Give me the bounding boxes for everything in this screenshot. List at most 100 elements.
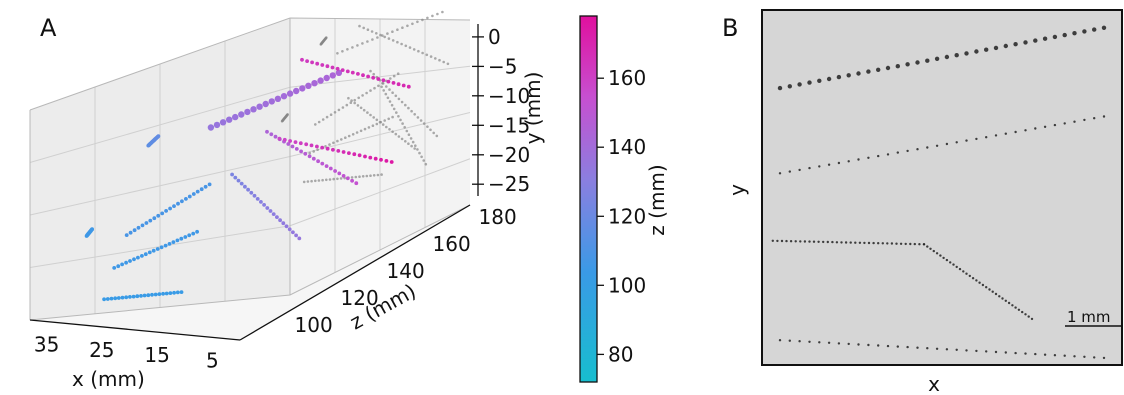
panel-b-track-point: [857, 343, 860, 346]
panel-b-track-point: [1093, 117, 1096, 120]
panel-b-track-point: [918, 243, 921, 246]
projection-point: [371, 38, 374, 41]
x-tick-label: 15: [144, 343, 169, 367]
projection-point: [399, 118, 402, 122]
track-point: [164, 209, 169, 213]
track-point: [161, 291, 166, 296]
track-point: [345, 69, 350, 74]
projection-point: [340, 138, 343, 141]
track-point: [376, 77, 381, 81]
track-point: [132, 228, 137, 233]
colorbar-tick-label: 100: [608, 273, 646, 297]
track-point: [175, 238, 180, 243]
track-point: [120, 295, 125, 300]
panel-b-track-point: [1043, 125, 1047, 128]
panel-b-track-point: [1014, 351, 1017, 355]
projection-point: [317, 179, 321, 182]
projection-point: [416, 116, 420, 119]
projection-point: [344, 136, 347, 139]
projection-point: [407, 142, 410, 145]
panel-b-track-point: [798, 340, 801, 343]
track-point: [105, 297, 110, 301]
panel-b-track-point: [1004, 132, 1007, 135]
track-point: [315, 144, 319, 149]
panel-b-track-point: [945, 258, 949, 262]
panel-b-track-point: [1052, 34, 1058, 40]
panel-b-track-point: [867, 343, 870, 347]
panel-b-track-point: [904, 242, 907, 246]
panel-b-track-point: [881, 242, 884, 245]
track-point: [90, 227, 94, 232]
track-point: [113, 296, 118, 301]
track-point: [277, 136, 282, 141]
track-point: [269, 132, 274, 137]
track-point: [305, 59, 309, 63]
projection-point: [408, 46, 412, 49]
panel-b-track-point: [1043, 353, 1047, 356]
panel-b-track-point: [1034, 127, 1037, 130]
panel-b-track-point: [872, 241, 875, 245]
panel-b-track-point: [971, 277, 975, 280]
track-point: [156, 213, 161, 218]
track-point: [146, 293, 151, 298]
track-point: [391, 81, 396, 85]
projection-point: [441, 10, 444, 14]
track-point: [167, 242, 172, 246]
track-point: [373, 156, 378, 161]
panel-b-track-point: [854, 241, 857, 244]
projection-point: [325, 36, 328, 39]
panel-b-tracks: [771, 25, 1107, 360]
projection-point: [418, 151, 421, 155]
panel-b-frame: [761, 9, 1123, 366]
panel-b-track-point: [1004, 351, 1007, 354]
projection-point: [353, 98, 357, 102]
panel-b-track-point: [1024, 129, 1027, 132]
panel-b-track-point: [935, 252, 939, 255]
projection-point: [411, 140, 415, 144]
panel-b-track-point: [817, 240, 820, 243]
track-point: [328, 166, 333, 171]
track-point: [350, 70, 355, 75]
projection-point: [397, 115, 400, 118]
panel-b-track-point: [1063, 354, 1066, 357]
panel-b-track-point: [1082, 29, 1087, 34]
y-axis-label: y (mm): [521, 72, 545, 145]
track-point: [311, 156, 316, 161]
panel-b-track-point: [939, 254, 942, 257]
projection-point: [434, 57, 437, 60]
panel-b-track-point: [858, 241, 862, 244]
panel-b-track-point: [788, 170, 791, 173]
projection-point: [397, 135, 401, 138]
projection-point: [371, 124, 375, 127]
projection-point: [401, 26, 404, 30]
panel-b-track-point: [776, 239, 779, 243]
panel-b-track-point: [962, 270, 965, 273]
projection-point: [436, 12, 439, 16]
track-point: [219, 119, 227, 126]
track-point: [316, 159, 320, 164]
z-tick-label: 140: [387, 259, 425, 283]
projection-point: [358, 24, 361, 28]
projection-point: [413, 147, 417, 150]
track-point: [320, 161, 325, 166]
projection-point: [361, 94, 364, 97]
pane-floor: [30, 205, 470, 340]
track-point: [337, 171, 342, 176]
x-tick-label: 25: [89, 338, 114, 362]
panel-b-track-point: [981, 283, 985, 287]
panel-b-track-point: [1073, 355, 1076, 358]
projection-point: [420, 155, 423, 159]
z-axis-line: [239, 204, 471, 341]
panel-b-track-point: [955, 265, 958, 269]
panel-b-track-point: [803, 240, 807, 243]
colorbar-tick-label: 80: [608, 342, 633, 366]
projection-point: [380, 173, 383, 176]
projection-point: [369, 174, 372, 177]
track-point: [124, 295, 129, 300]
track-projections: [280, 10, 450, 184]
projection-point: [381, 123, 385, 126]
projection-point: [370, 30, 374, 33]
track-point: [153, 292, 158, 297]
track-point: [183, 235, 188, 239]
